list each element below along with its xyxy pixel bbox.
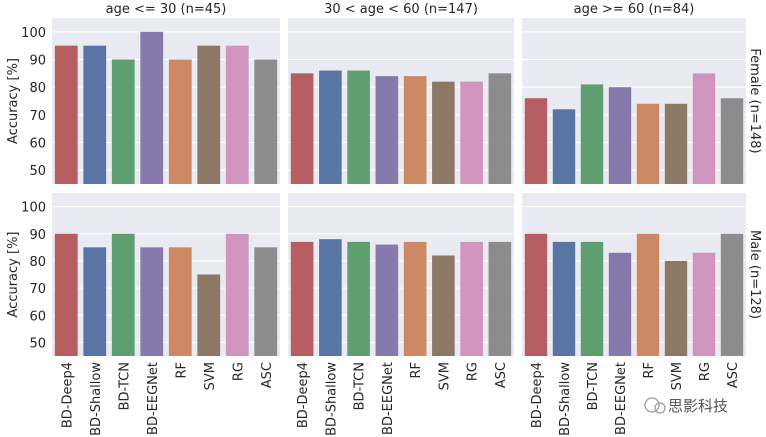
watermark-icon xyxy=(644,397,666,414)
x-tick-label: RG xyxy=(466,362,481,381)
watermark: 思影科技 xyxy=(668,397,728,415)
bar xyxy=(552,241,576,356)
y-tick-label: 80 xyxy=(29,81,46,96)
bar xyxy=(432,81,455,184)
x-tick-label: RF xyxy=(409,362,424,379)
bar xyxy=(83,45,107,184)
panel-title: 30 < age < 60 (n=147) xyxy=(324,2,478,17)
x-tick-label: BD-Deep4 xyxy=(60,362,75,428)
bar xyxy=(111,233,135,356)
x-tick-label: RG xyxy=(231,362,246,381)
bar xyxy=(225,45,249,184)
x-tick-label: ASC xyxy=(260,362,275,388)
x-tick-label: SVM xyxy=(203,362,218,390)
bar xyxy=(580,84,604,184)
y-tick-label: 50 xyxy=(29,164,46,179)
bar xyxy=(140,247,164,356)
bar xyxy=(580,241,604,356)
bar xyxy=(608,252,632,356)
bar xyxy=(254,247,278,356)
bar xyxy=(140,31,164,185)
panel-title: age <= 30 (n=45) xyxy=(106,2,227,17)
y-tick-label: 100 xyxy=(21,201,46,216)
bar xyxy=(608,87,632,184)
bar xyxy=(636,103,660,184)
y-tick-label: 100 xyxy=(21,26,46,41)
x-tick-label: BD-TCN xyxy=(586,362,601,410)
y-tick-label: 90 xyxy=(29,54,46,69)
bar xyxy=(225,233,249,356)
x-tick-label: ASC xyxy=(726,362,741,388)
bar xyxy=(290,241,314,356)
y-axis-label: Accuracy [%] xyxy=(6,58,21,144)
x-tick-label: RG xyxy=(698,362,713,381)
y-tick-label: 80 xyxy=(29,255,46,270)
bar xyxy=(319,70,342,184)
x-tick-label: SVM xyxy=(437,362,452,390)
y-tick-label: 50 xyxy=(29,336,46,351)
bar xyxy=(692,252,716,356)
bar xyxy=(692,73,716,184)
bar xyxy=(432,255,455,356)
x-tick-label: BD-Shallow xyxy=(558,362,573,436)
bar xyxy=(375,244,399,356)
x-tick-label: RF xyxy=(642,362,657,379)
x-tick-label: RF xyxy=(174,362,189,379)
bar xyxy=(403,241,427,356)
y-axis-label: Accuracy [%] xyxy=(6,232,21,318)
x-tick-label: BD-TCN xyxy=(353,362,368,410)
bar xyxy=(54,45,78,184)
x-tick-label: BD-TCN xyxy=(117,362,132,410)
x-tick-label: BD-Deep4 xyxy=(296,362,311,428)
bar xyxy=(54,233,78,356)
bar xyxy=(488,241,512,356)
x-tick-label: BD-EEGNet xyxy=(146,362,161,435)
x-tick-label: BD-EEGNet xyxy=(381,362,396,435)
bar xyxy=(290,73,314,184)
y-tick-label: 70 xyxy=(29,109,46,124)
x-tick-label: BD-Shallow xyxy=(324,362,339,436)
x-tick-label: BD-Deep4 xyxy=(530,362,545,428)
bar xyxy=(197,45,221,184)
bar xyxy=(636,233,660,356)
bar xyxy=(347,70,370,184)
bar xyxy=(168,247,192,356)
x-tick-label: BD-Shallow xyxy=(89,362,104,436)
bar xyxy=(552,109,576,184)
bar xyxy=(111,59,135,184)
bar xyxy=(664,103,688,184)
bar xyxy=(664,260,688,356)
bar xyxy=(375,76,399,184)
row-label: Female (n=148) xyxy=(747,48,762,153)
bar xyxy=(720,98,744,184)
y-tick-label: 60 xyxy=(29,309,46,324)
bar xyxy=(460,241,483,356)
bar xyxy=(83,247,107,356)
y-tick-label: 60 xyxy=(29,137,46,152)
y-tick-label: 70 xyxy=(29,282,46,297)
bar xyxy=(347,241,370,356)
bar xyxy=(254,59,278,184)
y-tick-label: 90 xyxy=(29,228,46,243)
bar xyxy=(488,73,512,184)
bar xyxy=(197,274,221,356)
bar xyxy=(460,81,483,184)
bar xyxy=(403,76,427,184)
x-tick-label: ASC xyxy=(494,362,509,388)
bar xyxy=(524,98,548,184)
bar xyxy=(319,239,342,356)
x-tick-label: BD-EEGNet xyxy=(614,362,629,435)
row-label: Male (n=128) xyxy=(747,230,762,319)
panel-title: age >= 60 (n=84) xyxy=(574,2,695,17)
bar xyxy=(168,59,192,184)
bar xyxy=(524,233,548,356)
x-tick-label: SVM xyxy=(670,362,685,390)
bar xyxy=(720,233,744,356)
